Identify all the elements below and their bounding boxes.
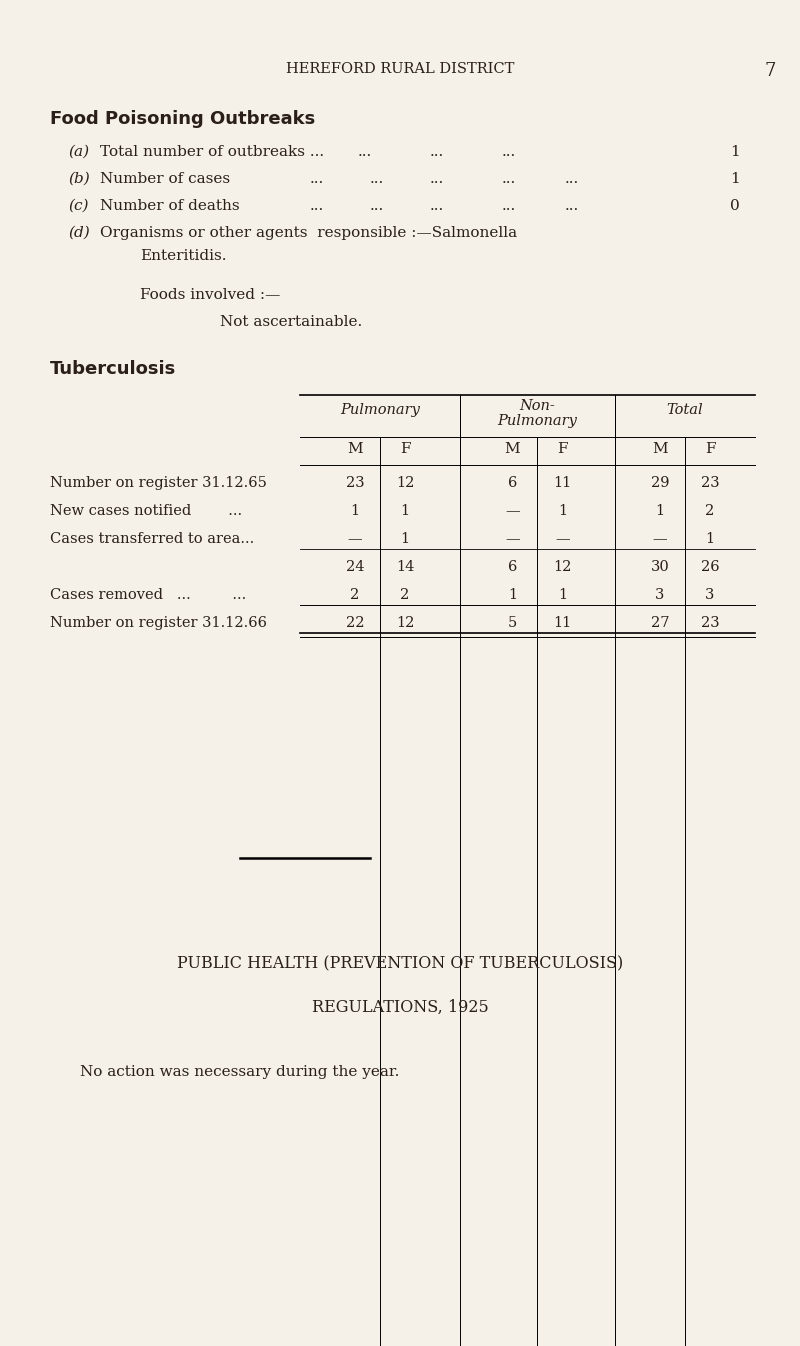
Text: —: — — [555, 532, 570, 546]
Text: (d): (d) — [68, 226, 90, 240]
Text: ...: ... — [310, 199, 324, 213]
Text: ...: ... — [502, 199, 516, 213]
Text: 6: 6 — [508, 560, 517, 573]
Text: 1: 1 — [401, 503, 410, 518]
Text: 30: 30 — [650, 560, 670, 573]
Text: No action was necessary during the year.: No action was necessary during the year. — [80, 1065, 399, 1079]
Text: Food Poisoning Outbreaks: Food Poisoning Outbreaks — [50, 110, 315, 128]
Text: Pulmonary: Pulmonary — [340, 402, 420, 417]
Text: (c): (c) — [68, 199, 89, 213]
Text: M: M — [505, 441, 520, 456]
Text: (b): (b) — [68, 172, 90, 186]
Text: Number on register 31.12.66: Number on register 31.12.66 — [50, 616, 267, 630]
Text: 29: 29 — [650, 476, 670, 490]
Text: PUBLIC HEALTH (PREVENTION OF TUBERCULOSIS): PUBLIC HEALTH (PREVENTION OF TUBERCULOSI… — [177, 956, 623, 972]
Text: 22: 22 — [346, 616, 364, 630]
Text: ...: ... — [430, 145, 444, 159]
Text: 1: 1 — [655, 503, 665, 518]
Text: 2: 2 — [706, 503, 714, 518]
Text: 1: 1 — [730, 145, 740, 159]
Text: 26: 26 — [701, 560, 719, 573]
Text: Number of cases: Number of cases — [100, 172, 230, 186]
Text: (a): (a) — [68, 145, 89, 159]
Text: Non-: Non- — [519, 398, 555, 413]
Text: ...: ... — [565, 199, 579, 213]
Text: ...: ... — [502, 145, 516, 159]
Text: 3: 3 — [706, 588, 714, 602]
Text: 2: 2 — [400, 588, 410, 602]
Text: 12: 12 — [554, 560, 572, 573]
Text: Organisms or other agents  responsible :—Salmonella: Organisms or other agents responsible :—… — [100, 226, 517, 240]
Text: 23: 23 — [701, 616, 719, 630]
Text: 1: 1 — [401, 532, 410, 546]
Text: —: — — [348, 532, 362, 546]
Text: 1: 1 — [508, 588, 517, 602]
Text: ...: ... — [565, 172, 579, 186]
Text: 5: 5 — [508, 616, 517, 630]
Text: Cases removed   ...         ...: Cases removed ... ... — [50, 588, 246, 602]
Text: 2: 2 — [350, 588, 360, 602]
Text: ...: ... — [370, 172, 384, 186]
Text: ...: ... — [430, 172, 444, 186]
Text: —: — — [505, 503, 520, 518]
Text: Tuberculosis: Tuberculosis — [50, 359, 176, 378]
Text: Number of deaths: Number of deaths — [100, 199, 240, 213]
Text: 7: 7 — [764, 62, 775, 79]
Text: New cases notified        ...: New cases notified ... — [50, 503, 242, 518]
Text: M: M — [347, 441, 363, 456]
Text: 1: 1 — [558, 503, 567, 518]
Text: F: F — [705, 441, 715, 456]
Text: —: — — [505, 532, 520, 546]
Text: 1: 1 — [730, 172, 740, 186]
Text: 3: 3 — [655, 588, 665, 602]
Text: Enteritidis.: Enteritidis. — [140, 249, 226, 262]
Text: Total number of outbreaks ...: Total number of outbreaks ... — [100, 145, 324, 159]
Text: Not ascertainable.: Not ascertainable. — [220, 315, 362, 328]
Text: Total: Total — [666, 402, 703, 417]
Text: ...: ... — [370, 199, 384, 213]
Text: 23: 23 — [346, 476, 364, 490]
Text: Pulmonary: Pulmonary — [497, 415, 577, 428]
Text: 27: 27 — [650, 616, 670, 630]
Text: 1: 1 — [350, 503, 359, 518]
Text: 1: 1 — [558, 588, 567, 602]
Text: 11: 11 — [554, 616, 572, 630]
Text: 12: 12 — [396, 616, 414, 630]
Text: F: F — [400, 441, 410, 456]
Text: 0: 0 — [730, 199, 740, 213]
Text: 24: 24 — [346, 560, 364, 573]
Text: Foods involved :—: Foods involved :— — [140, 288, 280, 302]
Text: 11: 11 — [554, 476, 572, 490]
Text: 12: 12 — [396, 476, 414, 490]
Text: ...: ... — [502, 172, 516, 186]
Text: M: M — [652, 441, 668, 456]
Text: ...: ... — [358, 145, 372, 159]
Text: Cases transferred to area...: Cases transferred to area... — [50, 532, 254, 546]
Text: 1: 1 — [706, 532, 714, 546]
Text: REGULATIONS, 1925: REGULATIONS, 1925 — [312, 999, 488, 1016]
Text: HEREFORD RURAL DISTRICT: HEREFORD RURAL DISTRICT — [286, 62, 514, 75]
Text: 6: 6 — [508, 476, 517, 490]
Text: —: — — [653, 532, 667, 546]
Text: ...: ... — [430, 199, 444, 213]
Text: ...: ... — [310, 172, 324, 186]
Text: 14: 14 — [396, 560, 414, 573]
Text: F: F — [558, 441, 568, 456]
Text: Number on register 31.12.65: Number on register 31.12.65 — [50, 476, 267, 490]
Text: 23: 23 — [701, 476, 719, 490]
